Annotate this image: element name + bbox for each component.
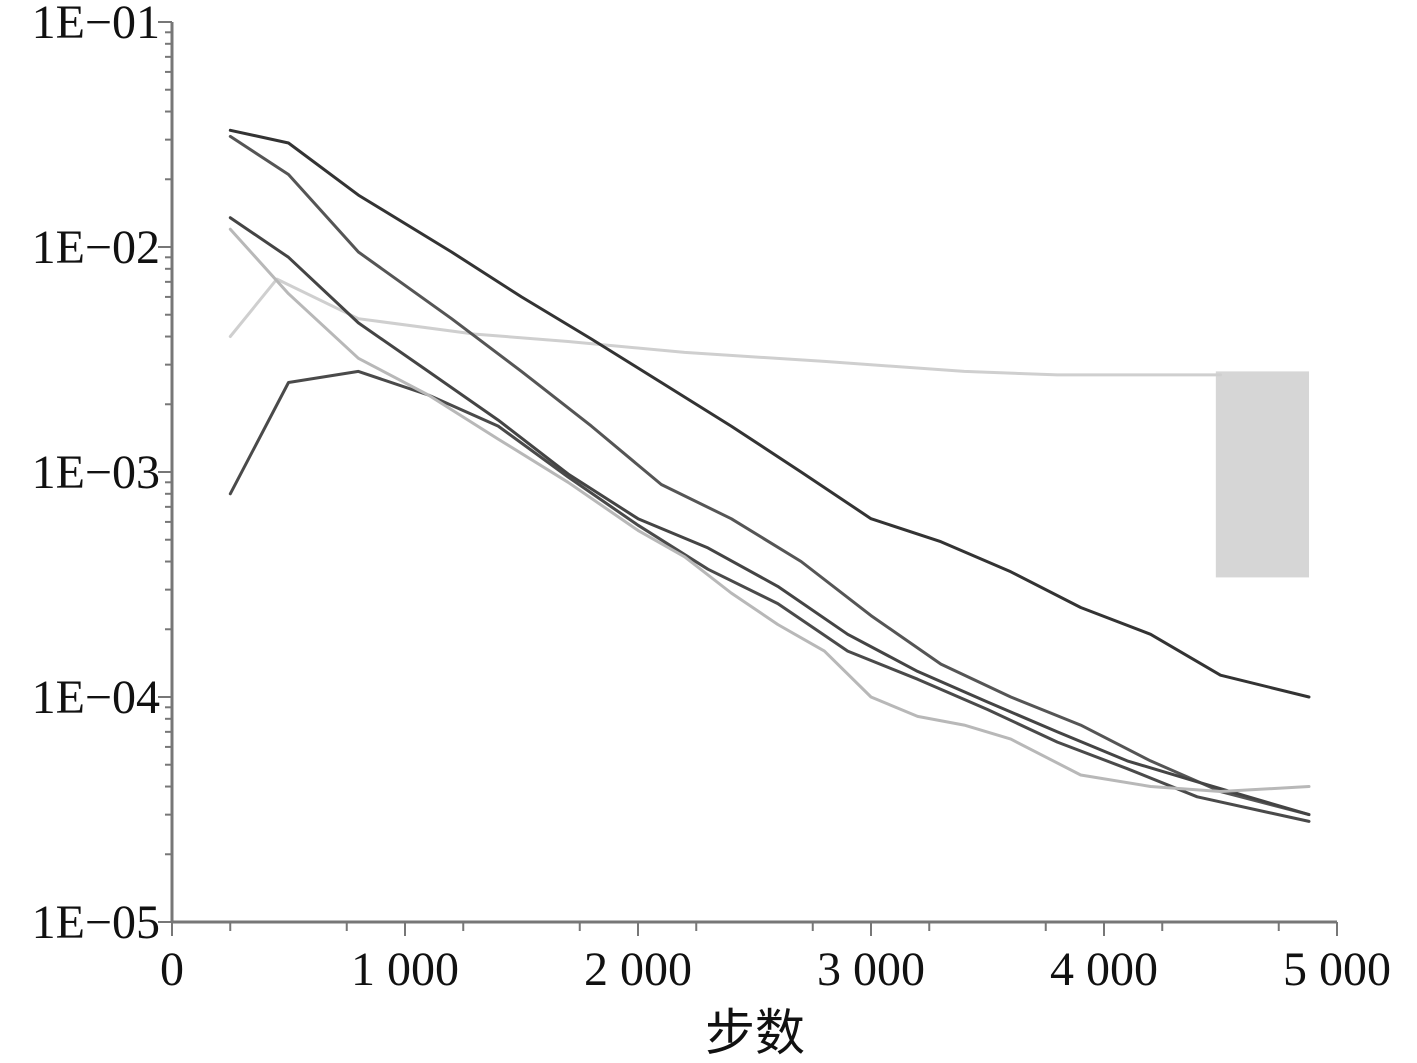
y-tick-label-2: 1E−03 <box>32 446 160 499</box>
series-line-0 <box>228 277 1222 377</box>
series-band-1 <box>1215 371 1310 578</box>
series-line-6 <box>228 227 1311 793</box>
x-tick-label-2: 2 000 <box>584 943 692 996</box>
x-tick-label-5: 5 000 <box>1283 943 1391 996</box>
x-tick-label-4: 4 000 <box>1050 943 1158 996</box>
y-tick-label-4: 1E−01 <box>32 0 160 49</box>
chart-tick-labels: 0 1 000 2 000 3 000 4 000 5 000 1E−05 1E−04 1E−0… <box>32 0 1391 996</box>
chart-ticks <box>158 21 1338 936</box>
series-line-3 <box>228 134 1311 817</box>
y-tick-label-0: 1E−05 <box>32 896 160 949</box>
x-tick-label-1: 1 000 <box>351 943 459 996</box>
chart-series <box>228 128 1311 823</box>
chart-bands <box>1215 371 1310 578</box>
series-line-2 <box>228 128 1311 699</box>
x-axis-title: 步数 <box>705 1004 805 1062</box>
series-line-4 <box>228 216 1311 817</box>
y-tick-label-3: 1E−02 <box>32 221 160 274</box>
y-tick-label-1: 1E−04 <box>32 671 160 724</box>
series-line-5 <box>228 369 1311 823</box>
x-tick-label-3: 3 000 <box>817 943 925 996</box>
x-tick-label-0: 0 <box>160 943 184 996</box>
